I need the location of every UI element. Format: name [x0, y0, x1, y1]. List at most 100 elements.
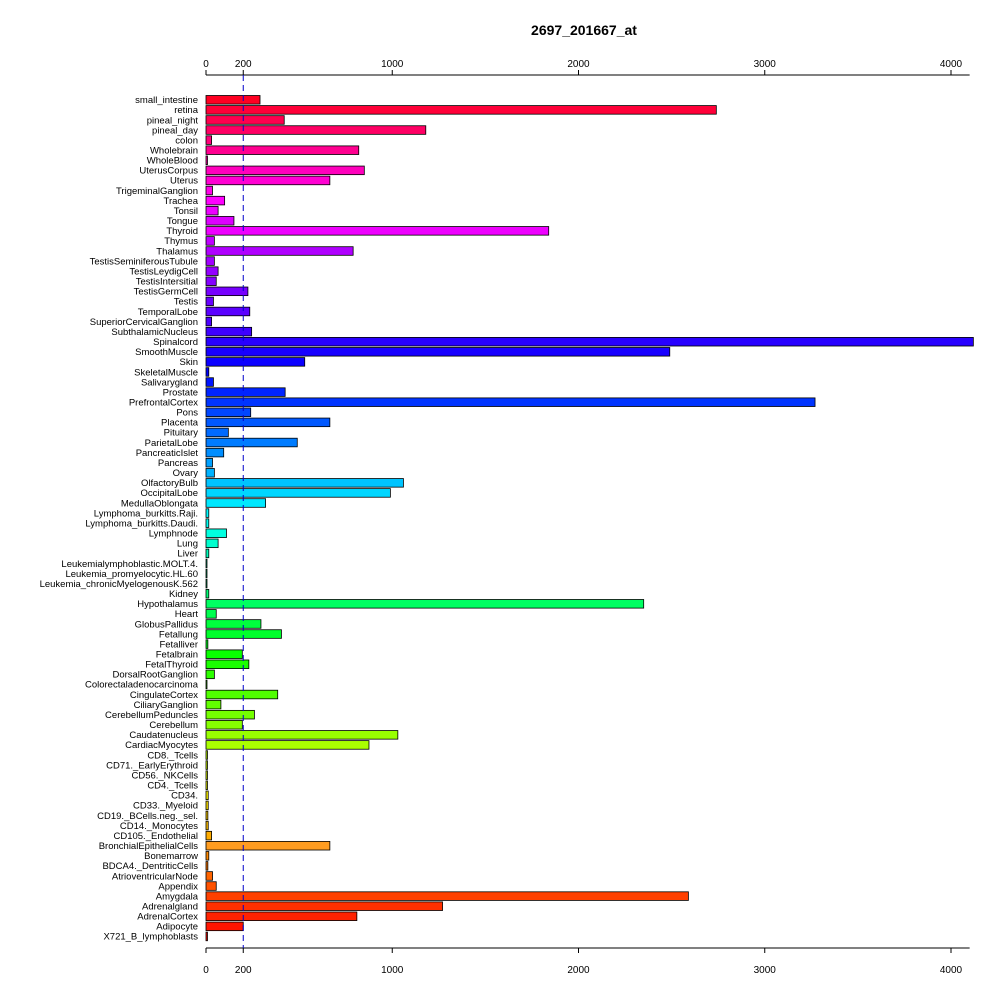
bar-TestisIntersitial [205, 276, 217, 286]
top-axis: 0 200 1000 2000 3000 4000 [203, 59, 970, 76]
category-label: Bonemarrow [144, 851, 198, 862]
category-label: Heart [175, 609, 199, 620]
bar-Trachea [205, 195, 226, 206]
category-label: CingulateCortex [130, 690, 198, 701]
bar-BronchialEpithelialCells [205, 841, 331, 851]
bar-retina [205, 105, 717, 115]
bar-Fetalbrain [205, 649, 243, 659]
bar-DorsalRootGanglion [205, 669, 215, 680]
category-label: TrigeminalGanglion [116, 186, 198, 197]
category-label: Adrenalgland [142, 902, 198, 913]
category-label: Spinalcord [153, 337, 198, 348]
category-label: Wholebrain [150, 146, 198, 157]
tick-label: 200 [235, 59, 252, 70]
bar-Placenta [205, 417, 331, 428]
bar-Ovary [205, 468, 215, 478]
bar-Leukemia_chronicMyelogenousK.562 [205, 578, 208, 589]
category-label: Caudatenucleus [129, 730, 198, 741]
bar-CD8._Tcells [205, 750, 208, 760]
bar-CD56._NKCells [205, 770, 208, 780]
category-label: SuperiorCervicalGanglion [90, 317, 198, 328]
bar-colon [205, 135, 212, 145]
category-label: TestisGermCell [134, 287, 198, 298]
category-label: Cerebellum [149, 720, 198, 731]
bar-CiliaryGanglion [205, 699, 222, 710]
bar-Caudatenucleus [205, 730, 399, 740]
bar-WholeBlood [205, 155, 208, 165]
bar-CD14._Monocytes [205, 820, 209, 831]
category-label: ParietalLobe [145, 438, 198, 449]
bar-AtrioventricularNode [205, 871, 213, 881]
bar-Thyroid [205, 226, 550, 236]
category-label: Liver [177, 549, 198, 560]
bar-Prostate [205, 387, 286, 397]
bar-Thalamus [205, 246, 354, 256]
category-label: Lymphoma_burkitts.Daudi. [85, 518, 198, 529]
category-label: pineal_day [152, 125, 198, 136]
category-label: SmoothMuscle [135, 347, 198, 358]
bar-pineal_night [205, 115, 285, 125]
tick-label: 2000 [567, 965, 590, 976]
bar-Kidney [205, 589, 210, 599]
bar-AdrenalCortex [205, 911, 358, 921]
category-label: OccipitalLobe [140, 488, 198, 499]
category-label: CD14._Monocytes [120, 821, 198, 832]
category-label: small_intestine [135, 95, 198, 106]
bar-CD19._BCells.neg._sel. [205, 810, 209, 821]
tick-label: 200 [235, 965, 252, 976]
bar-X721_B_lymphoblasts [205, 931, 208, 942]
bar-TrigeminalGanglion [205, 185, 213, 196]
category-label: TestisLeydigCell [129, 266, 198, 277]
bar-Lymphoma_burkitts.Raji. [205, 508, 210, 518]
category-label: Lymphoma_burkitts.Raji. [94, 508, 198, 519]
tick-label: 4000 [940, 965, 963, 976]
category-label: Testis [174, 297, 199, 308]
category-label: CardiacMyocytes [125, 740, 198, 751]
bar-CD71._EarlyErythroid [205, 760, 208, 770]
category-label: CerebellumPeduncles [105, 710, 198, 721]
bar-Adipocyte [205, 921, 244, 932]
category-label: Pancreas [158, 458, 198, 469]
category-label: PrefrontalCortex [129, 398, 198, 409]
category-label: Colorectaladenocarcinoma [85, 680, 199, 691]
bar-FetalThyroid [205, 659, 250, 669]
bar-BDCA4._DentriticCells [205, 861, 209, 871]
category-label: CD71._EarlyErythroid [106, 760, 198, 771]
bar-TemporalLobe [205, 306, 251, 317]
category-label: colon [175, 135, 198, 146]
bar-Colorectaladenocarcinoma [205, 679, 208, 690]
bar-Tongue [205, 216, 235, 226]
bar-SmoothMuscle [205, 347, 671, 357]
tick-label: 1000 [381, 59, 404, 70]
tick-label: 3000 [754, 965, 777, 976]
category-label: Pons [176, 408, 198, 419]
bar-CD105._Endothelial [205, 830, 212, 841]
bar-Thymus [205, 236, 215, 246]
bar-Liver [205, 548, 210, 559]
category-label: Leukemialymphoblastic.MOLT.4. [61, 559, 198, 570]
category-label: CD33._Myeloid [133, 801, 198, 812]
category-label: Fetallung [159, 629, 198, 640]
bar-CD34. [205, 790, 209, 801]
category-label: WholeBlood [147, 156, 198, 167]
bar-UterusCorpus [205, 165, 365, 176]
bar-Cerebellum [205, 720, 243, 730]
bar-Heart [205, 609, 217, 619]
category-label: pineal_night [147, 115, 199, 126]
category-label: MedullaOblongata [121, 498, 199, 509]
category-label: Lung [177, 539, 198, 550]
tick-label: 3000 [754, 59, 777, 70]
category-label: AdrenalCortex [137, 912, 198, 923]
bar-PrefrontalCortex [205, 397, 816, 407]
bar-OccipitalLobe [205, 488, 391, 498]
category-label: TestisIntersitial [136, 277, 198, 288]
category-label: Adipocyte [156, 922, 198, 933]
bar-Pituitary [205, 427, 229, 438]
category-label: CD4._Tcells [147, 781, 198, 792]
bar-Leukemialymphoblastic.MOLT.4. [205, 558, 208, 569]
category-label: Appendix [158, 881, 198, 892]
category-label: Lymphnode [149, 529, 198, 540]
bar-PancreaticIslet [205, 447, 225, 458]
category-label: CD56._NKCells [131, 770, 198, 781]
bottom-axis: 0 200 1000 2000 3000 4000 [203, 947, 970, 976]
